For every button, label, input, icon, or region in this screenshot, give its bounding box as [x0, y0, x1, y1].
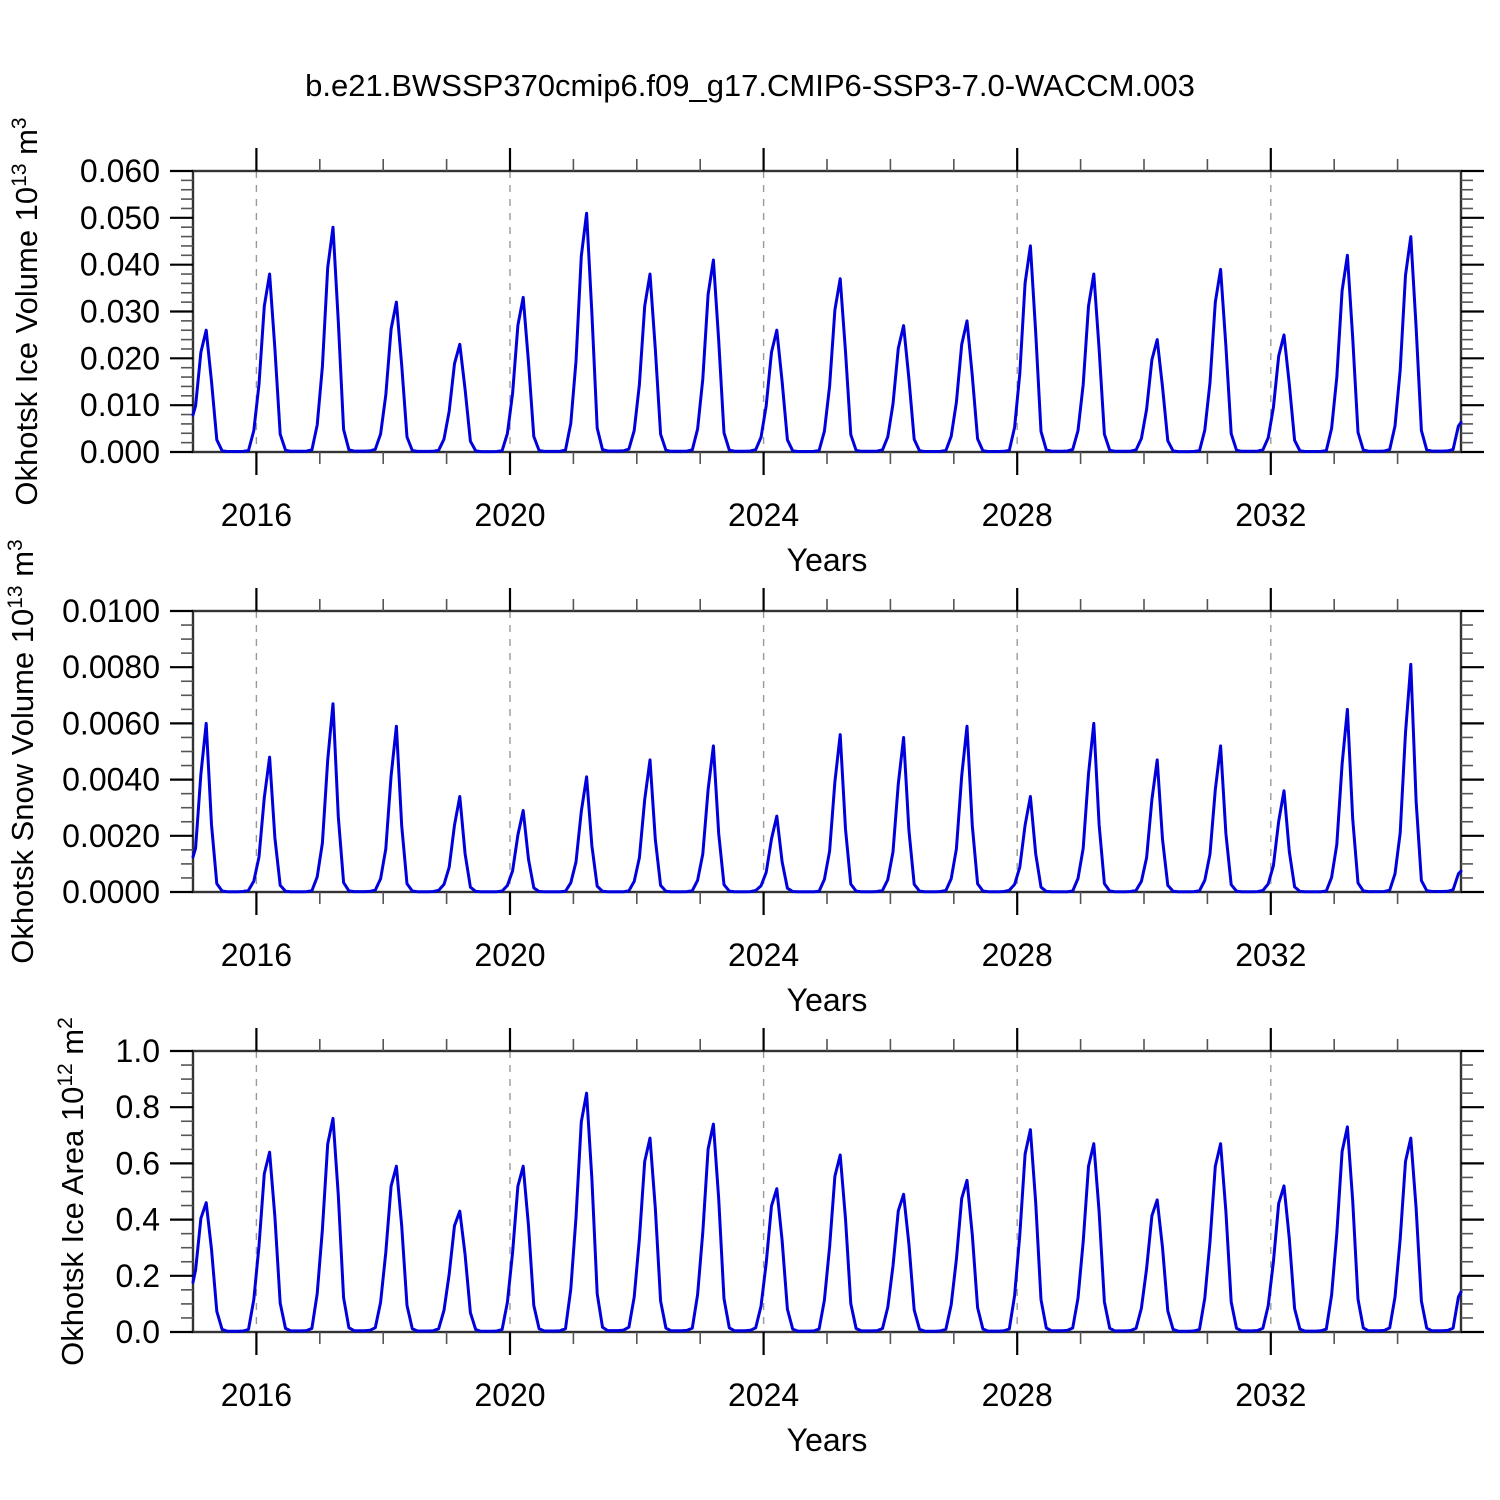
- y-tick-label: 0.0060: [62, 705, 160, 741]
- y-tick-label: 0.0: [116, 1314, 160, 1350]
- y-ticks: [170, 169, 1484, 454]
- y-axis-title: Okhotsk Ice Area 1012 m2: [54, 1017, 90, 1366]
- x-tick-label: 2028: [982, 497, 1053, 533]
- x-tick-labels: 2016 2020 2024 2028 2032: [221, 937, 1307, 973]
- y-tick-label: 1.0: [116, 1033, 160, 1069]
- y-axis-title: Okhotsk Ice Volume 1013 m3: [8, 117, 44, 505]
- x-tick-label: 2032: [1235, 937, 1306, 973]
- y-tick-label: 0.060: [80, 153, 160, 189]
- y-tick-label: 0.030: [80, 294, 160, 330]
- okhotsk-ice-area-line: [191, 1091, 1463, 1333]
- y-tick-label: 0.0040: [62, 762, 160, 798]
- x-tick-label: 2016: [221, 1377, 292, 1413]
- x-tick-label: 2020: [474, 1377, 545, 1413]
- okhotsk-ice-volume-line: [191, 211, 1463, 454]
- y-tick-label: 0.040: [80, 247, 160, 283]
- x-ticks: [255, 588, 1399, 915]
- panel-okhotsk-snow-volume: 0.0000 0.0020 0.0040 0.0060 0.0080 0.0100 2016…: [4, 539, 1484, 1018]
- x-tick-label: 2024: [728, 497, 799, 533]
- y-tick-label: 0.0020: [62, 818, 160, 854]
- x-tick-label: 2020: [474, 497, 545, 533]
- x-tick-label: 2028: [982, 1377, 1053, 1413]
- panel-okhotsk-ice-area: 0.0 0.2 0.4 0.6 0.8 1.0 2016 2020 2024 2028 2032 Ye…: [54, 1017, 1484, 1458]
- x-axis-title: Years: [787, 1422, 868, 1458]
- y-tick-label: 0.6: [116, 1145, 160, 1181]
- x-gridlines: [255, 611, 1272, 892]
- y-tick-label: 0.0000: [62, 874, 160, 910]
- x-tick-label: 2032: [1235, 1377, 1306, 1413]
- y-axis-title: Okhotsk Snow Volume 1013 m3: [4, 539, 40, 963]
- y-tick-label: 0.010: [80, 387, 160, 423]
- x-ticks: [255, 148, 1399, 475]
- x-gridlines: [255, 1051, 1272, 1332]
- y-tick-label: 0.0100: [62, 593, 160, 629]
- x-tick-labels: 2016 2020 2024 2028 2032: [221, 1377, 1307, 1413]
- y-tick-label: 0.050: [80, 200, 160, 236]
- x-tick-label: 2032: [1235, 497, 1306, 533]
- x-tick-label: 2024: [728, 937, 799, 973]
- y-tick-labels: 0.0 0.2 0.4 0.6 0.8 1.0: [116, 1033, 160, 1350]
- y-tick-label: 0.2: [116, 1258, 160, 1294]
- y-tick-label: 0.000: [80, 434, 160, 470]
- x-tick-label: 2016: [221, 937, 292, 973]
- x-gridlines: [255, 171, 1272, 452]
- x-tick-label: 2020: [474, 937, 545, 973]
- okhotsk-snow-volume-line: [191, 662, 1463, 894]
- x-tick-label: 2028: [982, 937, 1053, 973]
- y-ticks: [170, 1049, 1484, 1334]
- x-tick-label: 2024: [728, 1377, 799, 1413]
- y-tick-label: 0.4: [116, 1202, 160, 1238]
- x-axis-title: Years: [787, 542, 868, 578]
- y-tick-labels: 0.0000 0.0020 0.0040 0.0060 0.0080 0.0100: [62, 593, 160, 910]
- x-tick-labels: 2016 2020 2024 2028 2032: [221, 497, 1307, 533]
- y-tick-label: 0.0080: [62, 649, 160, 685]
- y-tick-labels: 0.000 0.010 0.020 0.030 0.040 0.050 0.060: [80, 153, 160, 470]
- y-tick-label: 0.020: [80, 340, 160, 376]
- y-ticks: [170, 609, 1484, 894]
- x-tick-label: 2016: [221, 497, 292, 533]
- x-ticks: [255, 1028, 1399, 1355]
- figure-title: b.e21.BWSSP370cmip6.f09_g17.CMIP6-SSP3-7…: [305, 68, 1195, 103]
- x-axis-title: Years: [787, 982, 868, 1018]
- y-tick-label: 0.8: [116, 1089, 160, 1125]
